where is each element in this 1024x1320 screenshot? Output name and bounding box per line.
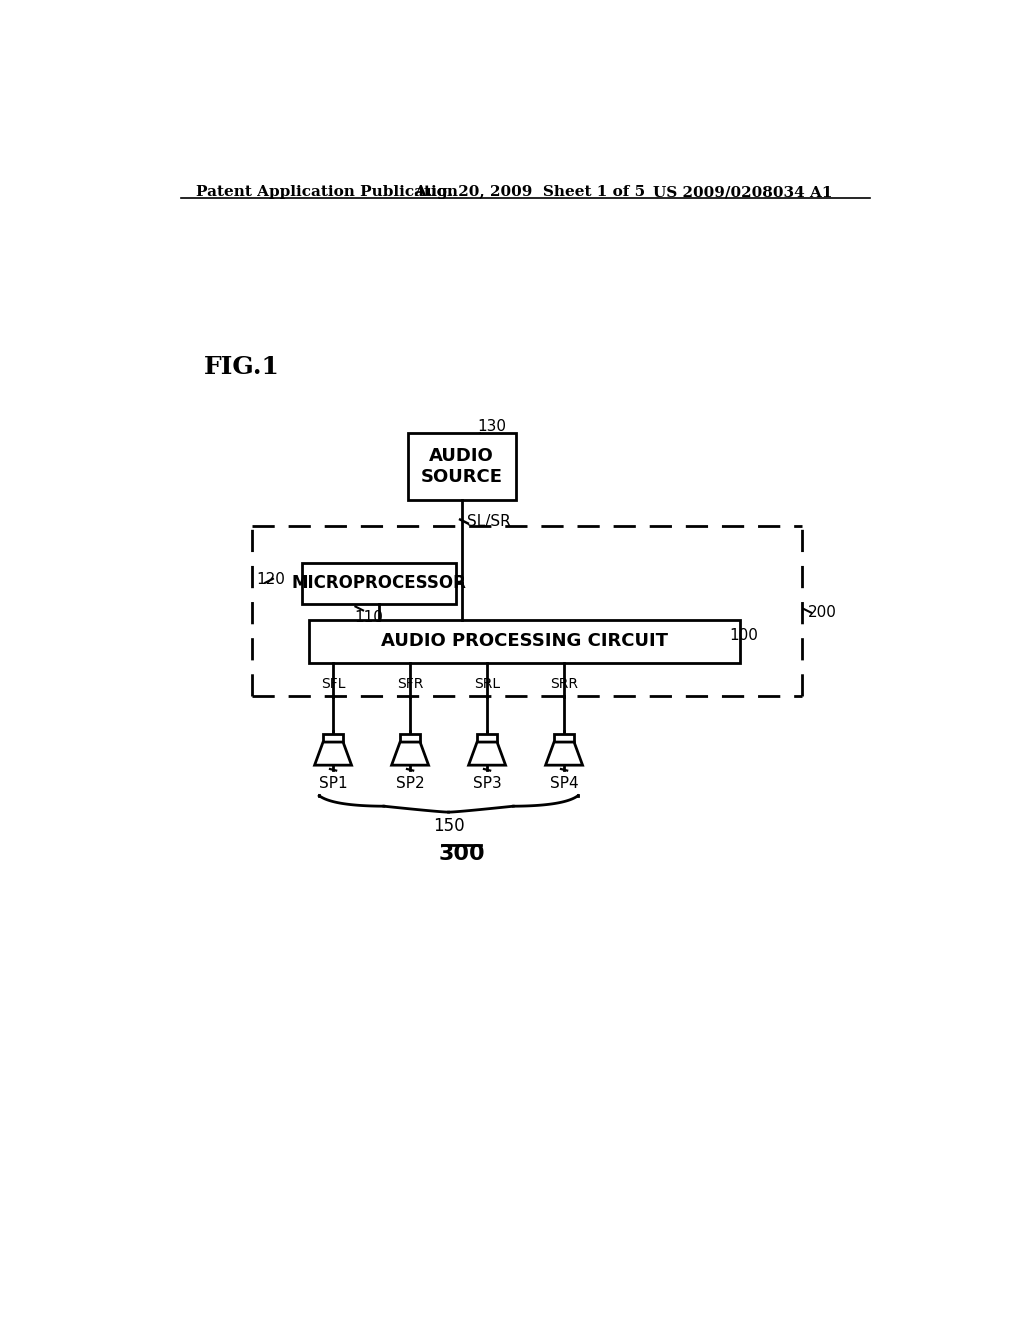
Text: SL/SR: SL/SR [467, 515, 511, 529]
Text: 130: 130 [477, 418, 506, 434]
Bar [323, 734, 343, 742]
Text: SRL: SRL [474, 677, 500, 692]
Text: FIG.1: FIG.1 [204, 355, 280, 379]
Text: SFL: SFL [321, 677, 345, 692]
Text: SP1: SP1 [318, 776, 347, 791]
Text: 150: 150 [433, 817, 464, 834]
Bar [554, 734, 574, 742]
Bar [301, 562, 456, 605]
Text: 110: 110 [354, 610, 383, 624]
Text: 120: 120 [256, 572, 285, 587]
Text: SP4: SP4 [550, 776, 579, 791]
Text: SP2: SP2 [395, 776, 424, 791]
Text: MICROPROCESSOR: MICROPROCESSOR [291, 574, 466, 593]
Text: US 2009/0208034 A1: US 2009/0208034 A1 [652, 185, 833, 199]
Polygon shape [314, 742, 351, 766]
Polygon shape [546, 742, 583, 766]
Bar [400, 734, 420, 742]
Text: 300: 300 [438, 843, 485, 863]
Text: SFR: SFR [397, 677, 423, 692]
Polygon shape [391, 742, 429, 766]
Text: 200: 200 [808, 605, 837, 620]
Text: 100: 100 [730, 628, 759, 643]
Text: AUDIO PROCESSING CIRCUIT: AUDIO PROCESSING CIRCUIT [381, 632, 669, 651]
Text: Aug. 20, 2009  Sheet 1 of 5: Aug. 20, 2009 Sheet 1 of 5 [414, 185, 645, 199]
Bar [408, 433, 515, 500]
Bar [309, 619, 740, 663]
Text: SP3: SP3 [473, 776, 502, 791]
Text: AUDIO
SOURCE: AUDIO SOURCE [421, 447, 503, 486]
Polygon shape [469, 742, 506, 766]
Text: Patent Application Publication: Patent Application Publication [196, 185, 458, 199]
Text: SRR: SRR [550, 677, 579, 692]
Bar [477, 734, 497, 742]
